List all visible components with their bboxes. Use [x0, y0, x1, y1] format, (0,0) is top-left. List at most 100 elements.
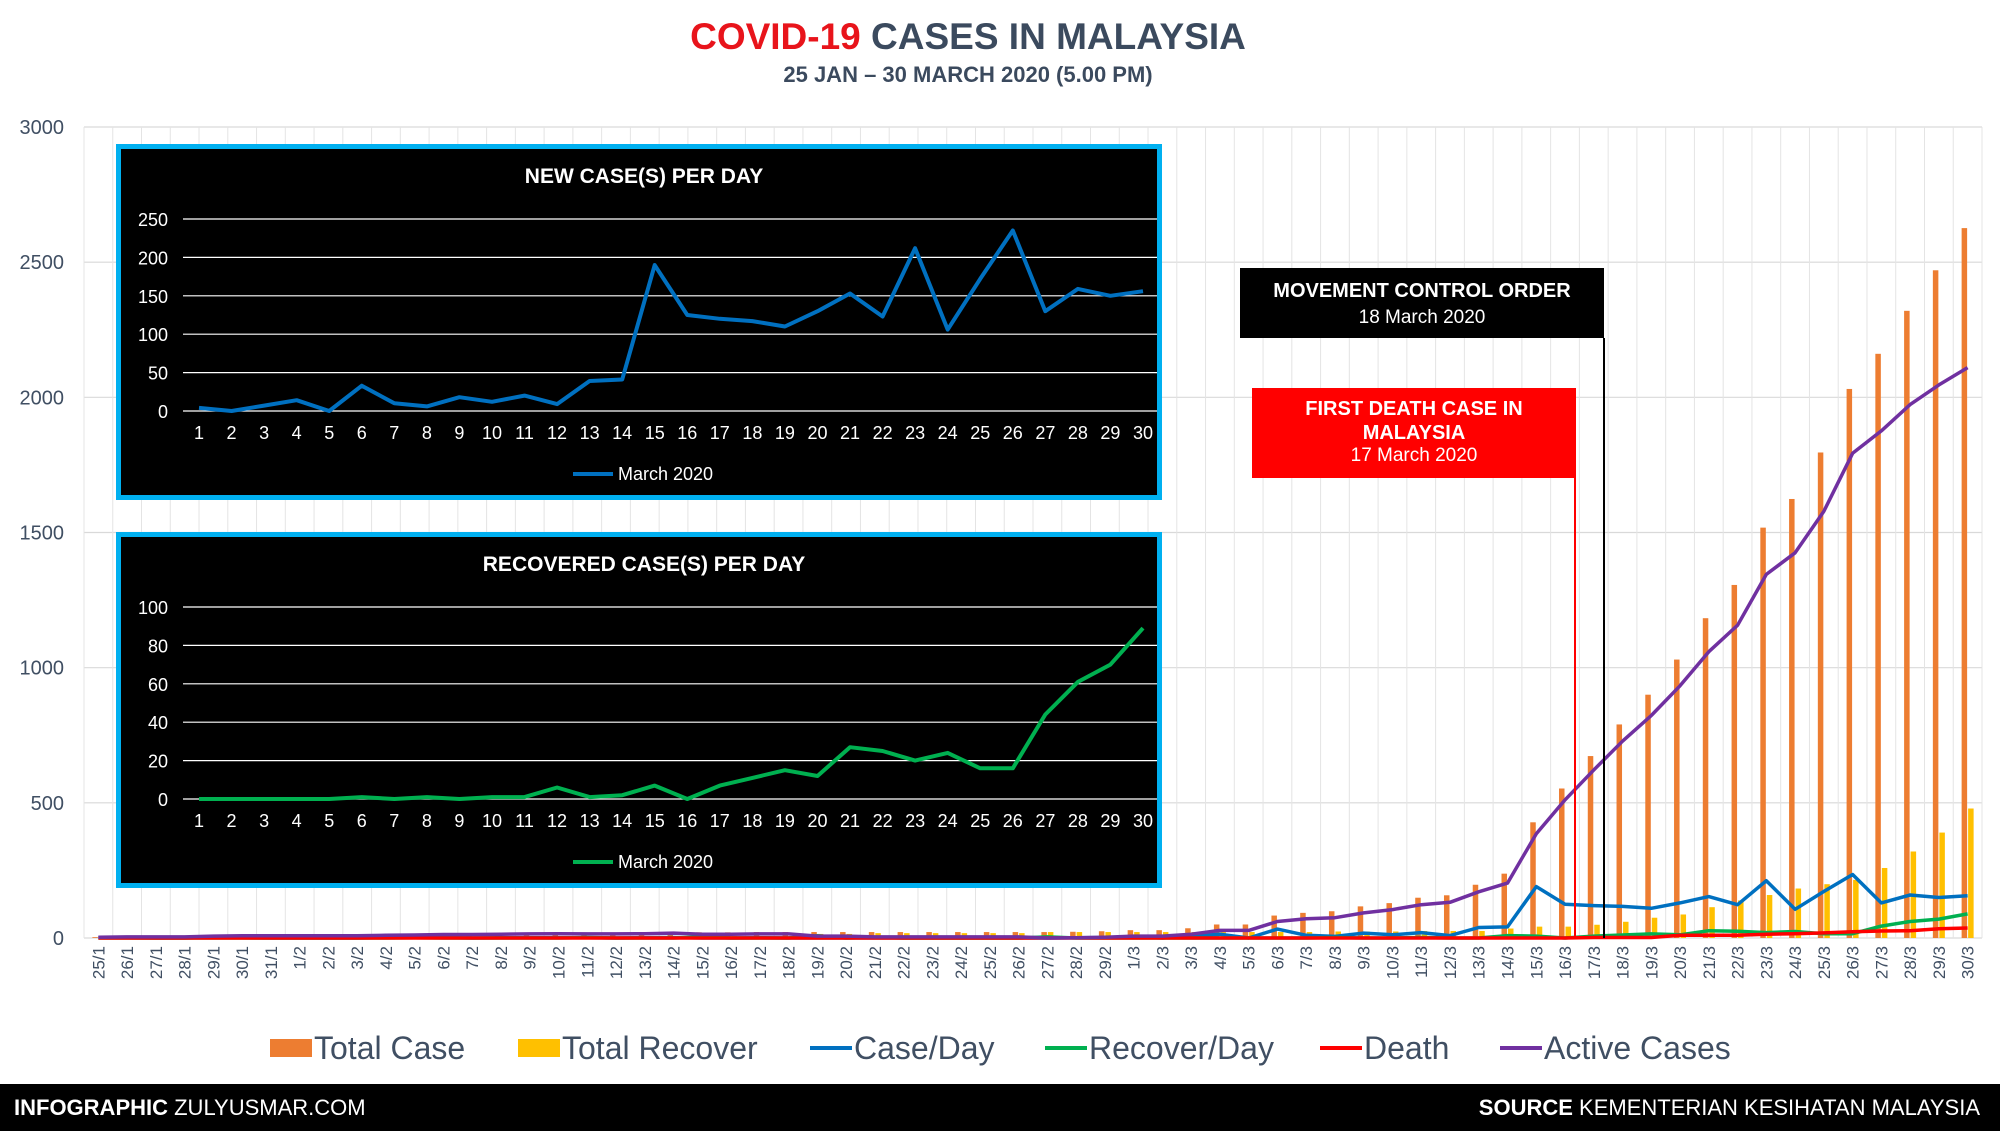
- footer-credit-label: INFOGRAPHIC: [14, 1095, 168, 1120]
- inset-x-tick-label: 9: [454, 811, 464, 831]
- bar-total-case: [1789, 498, 1795, 938]
- inset-x-tick-label: 9: [454, 423, 464, 443]
- main-x-tick-label: 23/3: [1757, 946, 1776, 979]
- main-x-tick-label: 16/2: [722, 946, 741, 979]
- inset-x-tick-label: 22: [873, 811, 893, 831]
- main-x-tick-label: 15/2: [693, 946, 712, 979]
- bar-total-case: [1645, 694, 1651, 938]
- main-y-tick-label: 1000: [20, 658, 65, 680]
- main-x-tick-label: 12/2: [607, 946, 626, 979]
- inset-y-tick-label: 100: [138, 325, 168, 345]
- inset-legend-label: March 2020: [618, 464, 713, 484]
- bar-total-recover: [1623, 921, 1629, 938]
- inset-title: RECOVERED CASE(S) PER DAY: [483, 553, 805, 576]
- main-x-tick-label: 8/2: [492, 946, 511, 970]
- bar-total-case: [955, 932, 961, 938]
- bar-total-case: [1070, 931, 1076, 938]
- inset-x-tick-label: 17: [710, 811, 730, 831]
- main-x-tick-label: 22/2: [895, 946, 914, 979]
- inset-x-tick-label: 7: [389, 811, 399, 831]
- bar-total-case: [1587, 756, 1594, 938]
- inset-x-tick-label: 25: [970, 423, 990, 443]
- main-x-tick-label: 25/2: [981, 946, 1000, 979]
- inset-x-tick-label: 8: [422, 423, 432, 443]
- main-x-tick-label: 20/3: [1671, 946, 1690, 979]
- bar-total-case: [1472, 884, 1479, 938]
- main-x-tick-label: 5/2: [406, 946, 425, 970]
- inset-x-tick-label: 27: [1035, 423, 1055, 443]
- main-x-tick-label: 2/3: [1153, 946, 1172, 970]
- inset-x-tick-label: 18: [742, 811, 762, 831]
- inset-x-tick-label: 24: [938, 811, 958, 831]
- main-x-tick-label: 27/3: [1872, 946, 1891, 979]
- bar-total-case: [1817, 452, 1824, 938]
- main-x-tick-label: 27/2: [1038, 946, 1057, 979]
- inset-x-tick-label: 26: [1003, 811, 1023, 831]
- inset-x-tick-label: 22: [873, 423, 893, 443]
- bar-total-case: [1501, 873, 1507, 938]
- inset-x-tick-label: 6: [357, 423, 367, 443]
- main-x-tick-label: 17/2: [751, 946, 770, 979]
- inset-x-tick-label: 4: [292, 423, 302, 443]
- bar-total-case: [1012, 932, 1019, 938]
- inset-y-tick-label: 200: [138, 248, 168, 268]
- inset-x-tick-label: 24: [938, 423, 958, 443]
- main-x-tick-label: 11/3: [1412, 946, 1431, 978]
- bar-total-recover: [1565, 926, 1572, 938]
- death-title: FIRST DEATH CASE IN MALAYSIA: [1305, 398, 1523, 444]
- main-x-tick-label: 13/3: [1470, 946, 1489, 979]
- main-legend: Total Case Total Recover Case/Day Recover/D…: [270, 1030, 1731, 1066]
- bar-total-case: [523, 933, 530, 938]
- footer-source-label: SOURCE: [1478, 1095, 1573, 1120]
- main-y-tick-label: 2500: [20, 252, 65, 274]
- inset-x-tick-label: 27: [1035, 811, 1055, 831]
- bar-total-case: [1559, 788, 1565, 938]
- main-x-tick-label: 26/3: [1844, 946, 1863, 979]
- title-rest: CASES IN MALAYSIA: [860, 16, 1246, 57]
- inset-y-tick-label: 20: [148, 752, 168, 772]
- inset-x-tick-label: 10: [482, 423, 502, 443]
- mco-title: MOVEMENT CONTROL ORDER: [1273, 280, 1571, 302]
- inset-x-tick-label: 3: [259, 811, 269, 831]
- inset-y-tick-label: 250: [138, 210, 168, 230]
- line-active-cases: [98, 366, 1969, 940]
- main-x-tick-label: 22/3: [1729, 946, 1748, 979]
- bar-total-case: [1530, 822, 1536, 938]
- inset-y-tick-label: 150: [138, 287, 168, 307]
- main-x-tick-label: 29/1: [204, 946, 223, 979]
- inset-x-tick-label: 16: [677, 811, 697, 831]
- main-x-tick-label: 9/2: [521, 946, 540, 970]
- bar-total-case: [1098, 931, 1105, 938]
- main-x-tick-label: 25/3: [1815, 946, 1834, 979]
- main-x-tick-label: 10/2: [550, 946, 569, 979]
- main-x-tick-label: 3/3: [1182, 946, 1201, 970]
- inset-x-tick-label: 8: [422, 811, 432, 831]
- inset-x-tick-label: 23: [905, 811, 925, 831]
- main-x-tick-label: 24/3: [1786, 946, 1805, 979]
- main-x-tick-label: 6/3: [1268, 946, 1287, 970]
- main-x-tick-label: 16/3: [1556, 946, 1575, 979]
- bar-total-case: [1932, 270, 1939, 938]
- legend-label: Total Case: [314, 1030, 465, 1066]
- bar-total-case: [1846, 388, 1853, 938]
- main-y-tick-label: 3000: [20, 117, 65, 139]
- inset-x-tick-label: 20: [807, 423, 827, 443]
- main-x-tick-label: 4/3: [1211, 946, 1230, 970]
- main-x-tick-label: 7/2: [463, 946, 482, 970]
- bar-total-recover: [1651, 917, 1658, 938]
- bar-total-recover: [1594, 924, 1600, 938]
- main-x-tick-label: 12/3: [1441, 946, 1460, 979]
- inset-x-tick-label: 11: [515, 811, 534, 831]
- mco-date: 18 March 2020: [1358, 307, 1486, 328]
- inset-x-tick-label: 30: [1133, 811, 1153, 831]
- main-x-tick-label: 28/3: [1901, 946, 1920, 979]
- main-x-tick-label: 29/3: [1930, 946, 1949, 979]
- bar-total-recover: [1536, 926, 1543, 938]
- main-x-tick-label: 11/2: [578, 946, 597, 978]
- bar-total-case: [1300, 912, 1306, 938]
- footer-bar: INFOGRAPHIC ZULYUSMAR.COM SOURCE KEMENTE…: [0, 1084, 2000, 1131]
- bar-total-recover: [1680, 914, 1687, 938]
- bar-total-case: [1328, 911, 1335, 938]
- bar-total-case: [1386, 903, 1392, 938]
- bar-total-case: [1674, 659, 1680, 938]
